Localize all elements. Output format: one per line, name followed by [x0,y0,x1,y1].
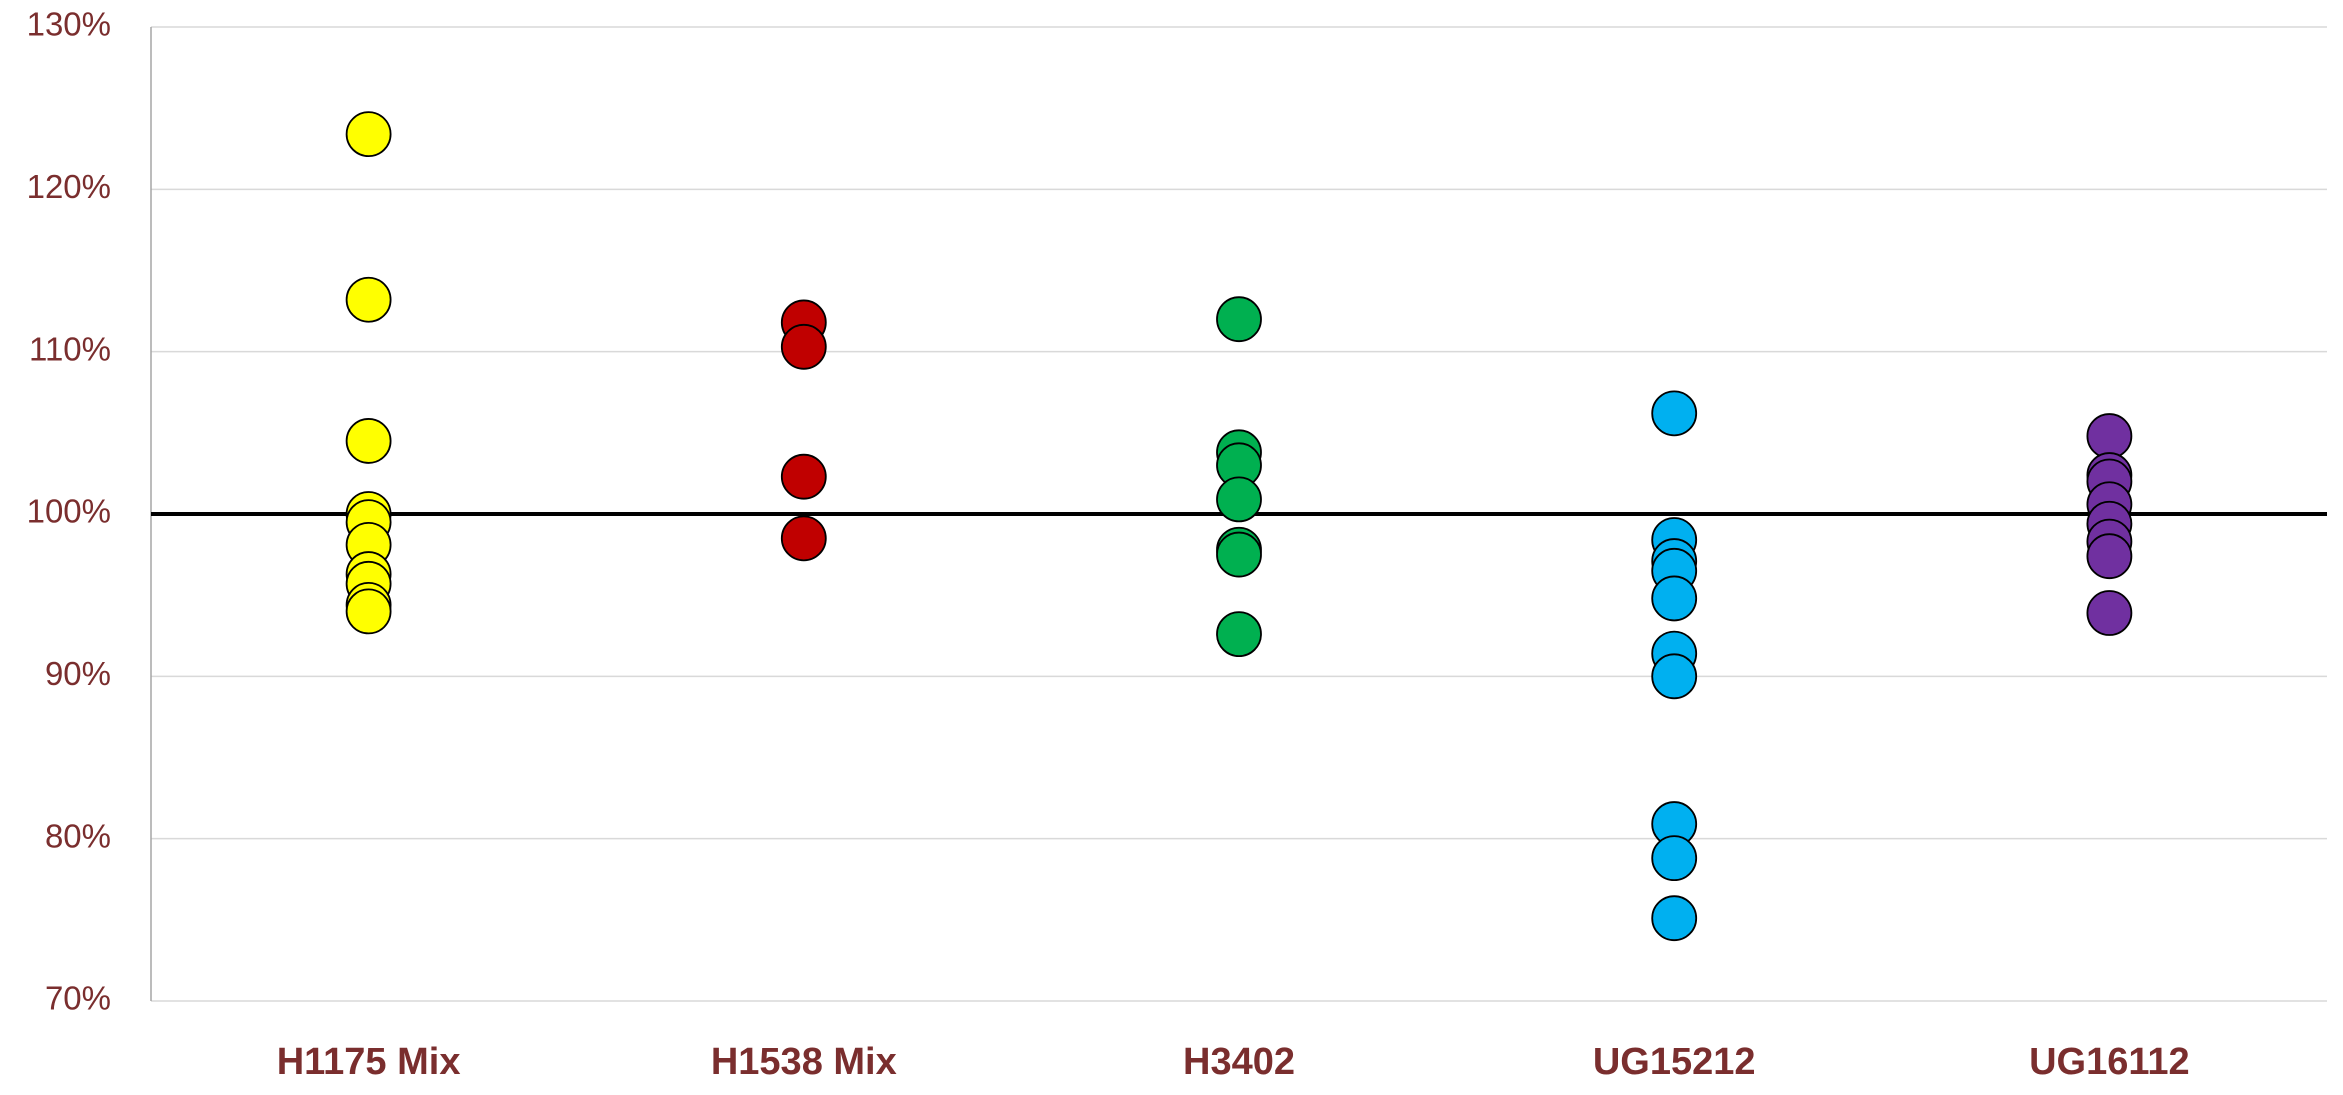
y-tick-label: 80% [45,817,111,854]
x-tick-label: UG16112 [2029,1041,2190,1083]
data-point [2086,590,2133,636]
data-point [1216,531,1262,578]
x-tick-label: H3402 [1183,1041,1295,1083]
y-tick-label: 110% [29,330,111,367]
data-point [2086,533,2133,580]
data-point [345,588,392,635]
y-tick-label: 90% [45,655,111,692]
data-point [1216,476,1262,523]
y-tick-label: 70% [45,980,111,1017]
data-point [780,515,827,562]
data-point [1651,575,1698,622]
y-tick-label: 130% [27,6,111,43]
data-point [1651,390,1698,437]
data-point [345,111,392,158]
x-tick-label: H1538 Mix [711,1041,897,1083]
data-point [1216,611,1262,658]
data-point [1216,296,1262,343]
data-point [1651,653,1698,700]
data-point [345,418,392,464]
data-point [2086,413,2133,459]
y-tick-label: 120% [27,168,111,205]
data-point [780,323,827,370]
data-point [1651,895,1698,942]
x-tick-label: H1175 Mix [277,1041,461,1083]
data-point [345,276,392,323]
data-point [780,453,827,500]
x-tick-label: UG15212 [1593,1041,1756,1083]
y-tick-label: 100% [27,493,111,530]
data-point [1651,835,1698,882]
